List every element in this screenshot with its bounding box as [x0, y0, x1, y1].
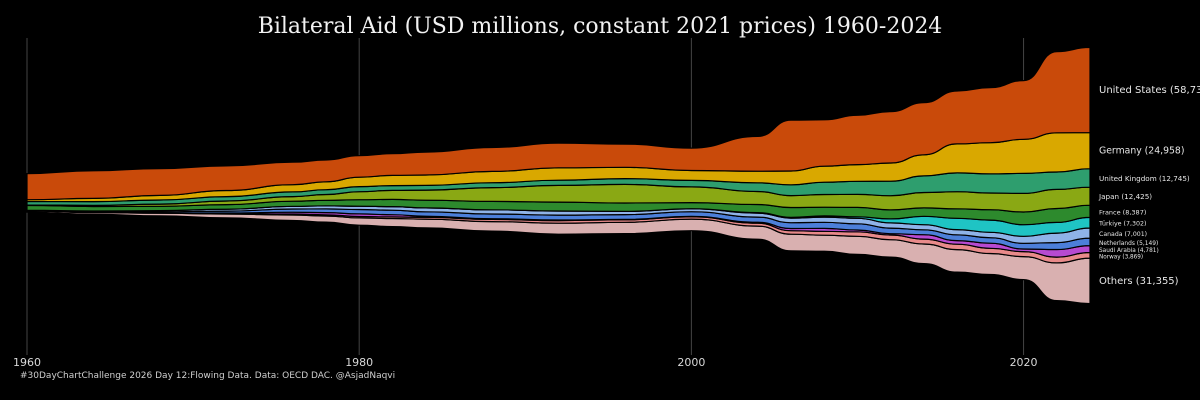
end-label-france: France (8,387): [1099, 208, 1146, 216]
end-label-netherlands: Netherlands (5,149): [1099, 241, 1158, 247]
chart-caption: #30DayChartChallenge 2026 Day 12:Flowing…: [20, 371, 395, 381]
end-label-t-rkiye: Türkiye (7,302): [1098, 221, 1147, 228]
x-tick-label: 1980: [345, 356, 373, 369]
x-tick-label: 2020: [1010, 356, 1038, 369]
end-label-norway: Norway (3,869): [1099, 254, 1143, 260]
x-tick-label: 2000: [677, 356, 705, 369]
end-label-germany: Germany (24,958): [1099, 146, 1184, 157]
stream-layers: [26, 46, 1091, 305]
end-label-others: Others (31,355): [1099, 276, 1179, 287]
stream-united-states: [26, 46, 1091, 201]
end-label-united-states: United States (58,731): [1099, 85, 1200, 96]
end-label-united-kingdom: United Kingdom (12,745): [1099, 174, 1190, 183]
x-axis-ticks: 1960 1980 2000 2020: [13, 356, 1038, 369]
chart-title: Bilateral Aid (USD millions, constant 20…: [258, 14, 943, 39]
end-label-saudi-arabia: Saudi Arabia (4,781): [1099, 248, 1159, 254]
series-end-labels: Others (31,355) Norway (3,869)Saudi Arabi…: [1098, 85, 1200, 287]
end-label-canada: Canada (7,001): [1099, 231, 1147, 238]
end-label-japan: Japan (12,425): [1098, 192, 1152, 201]
x-tick-label: 1960: [13, 356, 41, 369]
